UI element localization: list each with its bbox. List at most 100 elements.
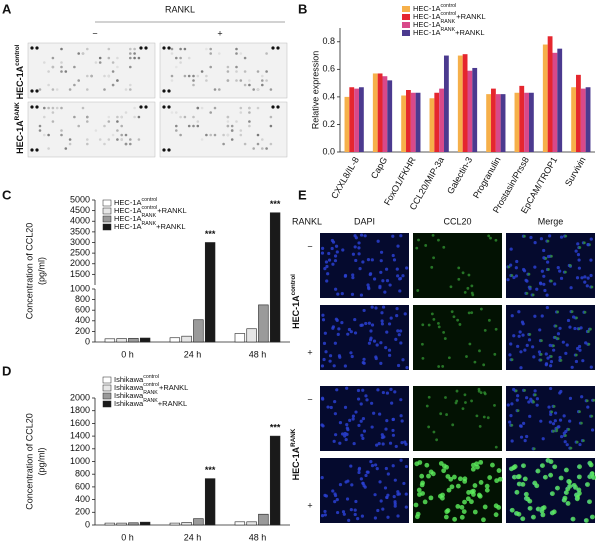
ccl20-signal bbox=[556, 337, 560, 341]
ref-spot bbox=[271, 46, 275, 50]
nucleus bbox=[342, 512, 346, 516]
array-spot bbox=[103, 124, 106, 128]
legend-label: Ishikawacontrol bbox=[114, 374, 159, 384]
array-spot bbox=[265, 70, 268, 73]
nucleus bbox=[375, 343, 379, 347]
ccl20-signal bbox=[490, 462, 495, 468]
array-spot bbox=[243, 56, 247, 60]
nucleus bbox=[361, 481, 365, 486]
ccl20-signal bbox=[442, 245, 446, 249]
bar bbox=[104, 338, 116, 343]
ccl20-signal bbox=[415, 511, 421, 517]
nucleus bbox=[568, 396, 573, 400]
group-label: HEC-1Acontrol bbox=[290, 274, 301, 329]
nucleus bbox=[365, 398, 369, 402]
ccl20-signal bbox=[441, 364, 445, 368]
nucleus bbox=[540, 314, 544, 318]
nucleus bbox=[565, 343, 569, 347]
nucleus bbox=[356, 517, 360, 521]
nucleus bbox=[549, 364, 553, 368]
nucleus bbox=[509, 413, 513, 418]
ccl20-signal bbox=[419, 473, 425, 479]
nucleus bbox=[370, 323, 375, 327]
nucleus bbox=[375, 467, 379, 471]
nucleus bbox=[366, 283, 370, 287]
ccl20-signal bbox=[473, 360, 477, 364]
array-spot bbox=[256, 133, 260, 137]
label-part: HEC-1A bbox=[291, 295, 301, 329]
ccl20-signal bbox=[437, 325, 441, 329]
nucleus bbox=[360, 433, 364, 437]
y-tick-label: 4000 bbox=[70, 216, 90, 226]
y-tick-label: 800 bbox=[75, 294, 90, 304]
micrograph bbox=[320, 458, 409, 523]
legend-label: HEC-1ARANK bbox=[114, 213, 157, 223]
nucleus bbox=[558, 269, 562, 273]
ccl20-signal bbox=[470, 311, 474, 315]
nucleus bbox=[367, 341, 372, 345]
ccl20-signal bbox=[569, 446, 573, 450]
nucleus bbox=[368, 338, 373, 342]
ccl20-signal bbox=[461, 407, 465, 411]
ccl20-signal bbox=[476, 492, 482, 498]
ccl20-signal bbox=[421, 356, 425, 360]
legend-swatch bbox=[102, 207, 112, 215]
array-spot bbox=[107, 115, 111, 119]
nucleus bbox=[570, 365, 574, 369]
nucleus bbox=[343, 434, 347, 438]
nucleus bbox=[370, 464, 375, 468]
array-spot bbox=[38, 88, 42, 91]
bar bbox=[204, 242, 216, 343]
ccl20-signal bbox=[466, 286, 470, 290]
y-tick-label: 2000 bbox=[70, 392, 90, 402]
array-spot bbox=[179, 61, 182, 64]
nucleus bbox=[379, 259, 383, 263]
array-spot bbox=[256, 106, 260, 110]
nucleus bbox=[549, 412, 553, 416]
nucleus bbox=[401, 358, 405, 362]
ccl20-signal bbox=[552, 464, 558, 470]
nucleus bbox=[514, 274, 519, 278]
bar bbox=[181, 335, 192, 343]
bar bbox=[382, 76, 388, 152]
array-spot bbox=[47, 70, 50, 73]
array-spot bbox=[73, 65, 76, 69]
nucleus bbox=[324, 260, 329, 264]
ccl20-signal bbox=[510, 423, 514, 427]
bar bbox=[349, 87, 355, 152]
array-spot bbox=[170, 47, 174, 51]
legend-swatch bbox=[102, 376, 112, 384]
nucleus bbox=[520, 320, 525, 324]
array-spot bbox=[213, 106, 217, 110]
nucleus bbox=[532, 355, 536, 359]
ccl20-signal bbox=[489, 236, 492, 240]
y-tick-label: 4500 bbox=[70, 205, 90, 215]
nucleus bbox=[369, 329, 373, 333]
array-spot bbox=[86, 47, 89, 51]
nucleus bbox=[404, 505, 408, 509]
ccl20-signal bbox=[550, 254, 553, 258]
nucleus bbox=[525, 396, 529, 400]
nucleus bbox=[516, 344, 520, 348]
nucleus bbox=[381, 507, 385, 511]
label-part: +RANKL bbox=[455, 28, 484, 37]
nucleus bbox=[399, 341, 403, 345]
nucleus bbox=[566, 318, 571, 323]
array-spot bbox=[51, 88, 55, 91]
ccl20-signal bbox=[535, 468, 541, 474]
y-tick-label: 800 bbox=[75, 469, 90, 479]
ccl20-signal bbox=[564, 234, 568, 238]
label-part: control bbox=[14, 44, 21, 66]
ccl20-signal bbox=[417, 492, 422, 497]
bar bbox=[139, 521, 151, 526]
array-spot bbox=[218, 88, 221, 91]
nucleus bbox=[571, 315, 576, 319]
nucleus bbox=[585, 284, 589, 288]
bar bbox=[467, 70, 473, 152]
panel-label: D bbox=[2, 363, 11, 378]
label-part: HEC-1A bbox=[413, 20, 441, 29]
nucleus bbox=[361, 436, 365, 440]
nucleus bbox=[590, 428, 595, 432]
nucleus bbox=[374, 463, 378, 467]
array-spot bbox=[116, 65, 119, 69]
